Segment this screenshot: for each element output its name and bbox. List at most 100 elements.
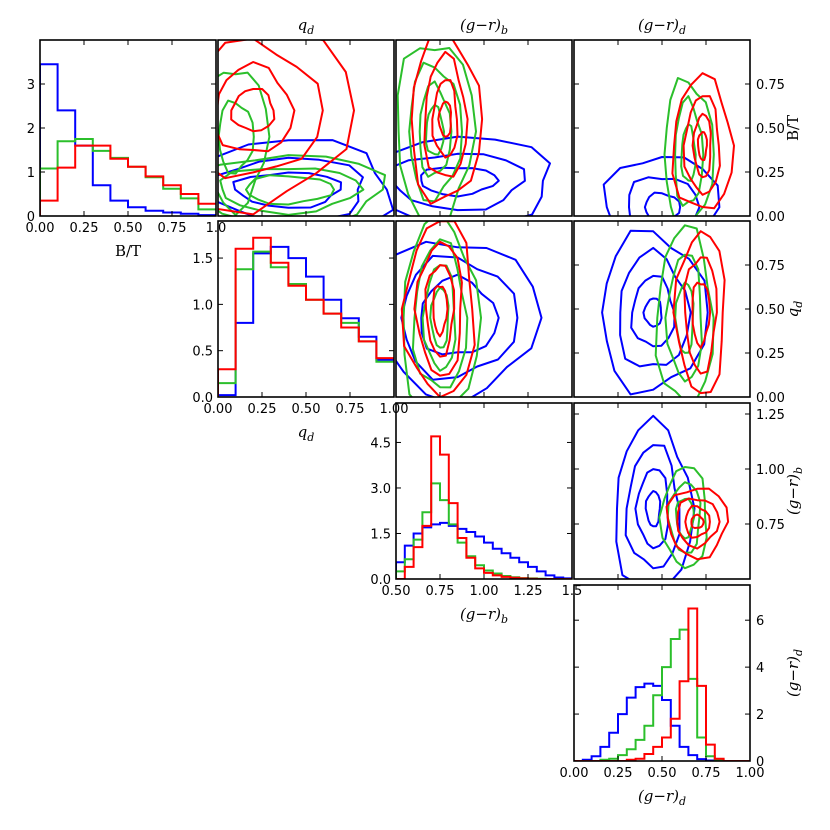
contour-level-series-1 (396, 152, 526, 212)
y-tick-label: 0.25 (756, 347, 785, 362)
contour-level-series-3 (671, 72, 735, 210)
y-tick-label: 0.50 (756, 303, 785, 318)
contour-level-series-2 (674, 95, 705, 207)
x-tick-label: 0.00 (560, 766, 589, 781)
contour-level-series-2 (396, 47, 477, 216)
x-tick-label: 0.50 (292, 402, 321, 417)
contour-level-series-3 (682, 95, 721, 196)
x-tick-label: 1.00 (470, 584, 499, 599)
contour-level-series-1 (602, 156, 721, 216)
histogram-qd-panel: 0.00 0.25 0.50 0.75 1.00 0.0 0.5 1.0 1.5 qd (192, 220, 409, 444)
x-tick-label: 0.25 (248, 402, 277, 417)
x-axis-label: (g−r)b (460, 605, 508, 626)
x-tick-label: 0.50 (114, 221, 143, 236)
contour-level-series-3 (696, 131, 708, 162)
plot-area (40, 63, 216, 216)
y-tick-label: 0 (756, 755, 764, 770)
contour-level-series-2 (680, 123, 697, 182)
contour-level-series-1 (396, 240, 543, 397)
contour-level-series-3 (691, 112, 712, 179)
contour-bt-grd-panel: 0.00 0.25 0.50 0.75 (g−r)d B/T (573, 16, 802, 225)
contour-level-series-3 (672, 230, 726, 395)
y-tick-label: 1 (27, 166, 35, 181)
contour-level-series-2 (402, 221, 482, 397)
plot-area (602, 72, 735, 216)
axes-frame (573, 39, 751, 217)
contour-level-series-2 (424, 103, 445, 156)
y-tick-label: 2 (27, 122, 35, 137)
y-tick-label: 0.25 (756, 166, 785, 181)
contour-bt-qd-panel: qd (217, 16, 395, 217)
y-tick-label: 0.00 (756, 391, 785, 406)
contour-bt-grb-panel: (g−r)b (395, 16, 573, 217)
y-tick-label: 4.5 (370, 436, 391, 451)
x-tick-label: 1.00 (380, 402, 409, 417)
contour-level-series-2 (219, 167, 365, 216)
x-tick-label: 0.75 (336, 402, 365, 417)
plot-area (396, 40, 551, 216)
axes-frame (573, 402, 751, 580)
y-tick-label: 1.00 (756, 463, 785, 478)
x-tick-label: 0.25 (70, 221, 99, 236)
contour-level-series-3 (410, 40, 484, 205)
plot-area (396, 435, 572, 579)
x-tick-label: 0.50 (648, 766, 677, 781)
contour-level-series-1 (218, 156, 364, 216)
x-tick-label: 1.25 (514, 584, 543, 599)
contour-level-series-1 (615, 414, 696, 579)
contour-level-series-1 (619, 246, 692, 368)
y-tick-label: 0.0 (370, 573, 391, 588)
x-axis-label: (g−r)d (638, 787, 686, 808)
y-tick-label: 1.25 (756, 408, 785, 423)
x-axis-label: qd (298, 423, 315, 444)
y-tick-label: 0.75 (756, 78, 785, 93)
x-tick-label: 1.5 (562, 584, 583, 599)
contour-level-series-3 (684, 504, 711, 539)
histogram-step-series-3 (40, 144, 216, 216)
contour-qd-grb-panel (395, 220, 573, 398)
contour-level-series-1 (396, 135, 551, 216)
y-tick-label: 6 (756, 614, 764, 629)
column-title: (g−r)b (460, 16, 508, 37)
contour-level-series-3 (424, 264, 456, 358)
y-tick-label: 1.5 (370, 527, 391, 542)
x-tick-label: 0.75 (158, 221, 187, 236)
contour-level-series-3 (676, 497, 721, 550)
contour-level-series-3 (690, 513, 705, 529)
contour-level-series-3 (218, 61, 296, 153)
y-tick-label: 0.50 (756, 122, 785, 137)
plot-area (396, 221, 543, 397)
y-axis-label: B/T (784, 115, 802, 141)
contour-level-series-1 (643, 191, 682, 216)
histogram-step-series-3 (396, 435, 572, 579)
contour-level-series-2 (654, 224, 715, 397)
plot-area (601, 224, 726, 397)
x-tick-label: 1.0 (206, 221, 227, 236)
x-tick-label: 0.75 (426, 584, 455, 599)
axes-frame (217, 220, 395, 398)
y-tick-label: 3.0 (370, 482, 391, 497)
plot-area (218, 40, 394, 216)
x-tick-label: 0.25 (604, 766, 633, 781)
x-tick-label: 0.00 (204, 402, 233, 417)
x-axis-label: B/T (115, 242, 141, 260)
histogram-grd-panel: 0.00 0.25 0.50 0.75 1.000 2 4 6 (g−r)d (g−r)d (560, 584, 805, 808)
contour-level-series-3 (230, 88, 276, 133)
contour-level-series-1 (644, 490, 662, 528)
contour-level-series-3 (413, 240, 463, 377)
y-axis-label: (g−r)d (784, 649, 805, 697)
contour-level-series-1 (218, 139, 394, 216)
x-tick-label: 0.75 (692, 766, 721, 781)
y-tick-label: 0.5 (192, 345, 213, 360)
contour-level-series-2 (658, 466, 708, 570)
histogram-bt-panel: 0.00 0.25 0.50 0.75 1.0 0 1 2 3 B/T (26, 39, 227, 260)
y-tick-label: 0.75 (756, 518, 785, 533)
plot-area (218, 236, 394, 397)
contour-level-series-3 (665, 487, 730, 561)
contour-level-series-2 (418, 80, 453, 178)
contour-level-series-2 (218, 71, 271, 216)
histogram-step-series-3 (218, 236, 394, 397)
histogram-step-series-3 (574, 607, 750, 761)
contour-level-series-2 (218, 154, 386, 216)
